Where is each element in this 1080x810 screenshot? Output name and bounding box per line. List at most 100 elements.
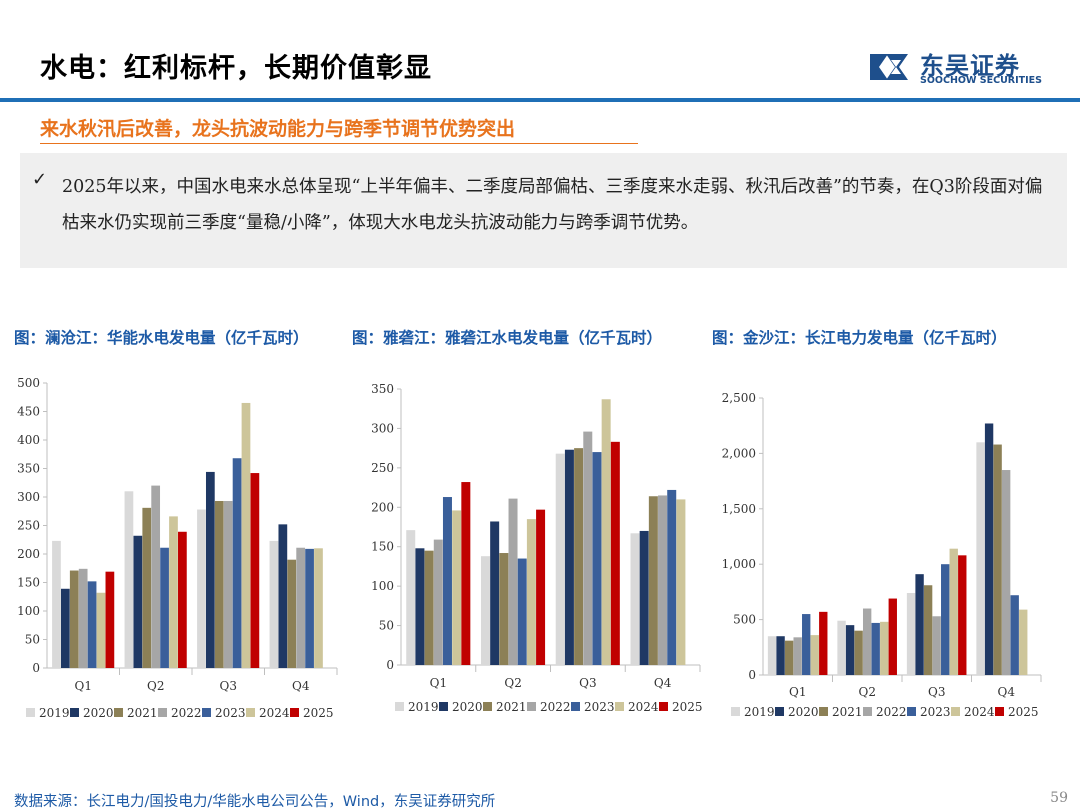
jinsha-y-tick-label: 1,000 <box>722 557 756 571</box>
lancang-y-tick-label: 250 <box>17 519 40 533</box>
yalong-legend-swatch-2022 <box>527 702 536 711</box>
summary-text: 2025年以来，中国水电来水总体呈现“上半年偏丰、二季度局部偏枯、三季度来水走弱… <box>62 177 1043 233</box>
lancang-bar-2021-Q4 <box>287 559 297 668</box>
yalong-bar-2024-Q1 <box>452 510 462 665</box>
yalong-y-tick-label: 300 <box>371 421 394 435</box>
yalong-legend-swatch-2021 <box>483 702 492 711</box>
lancang-y-tick-label: 0 <box>32 661 40 675</box>
jinsha-bar-2024-Q2 <box>880 621 889 675</box>
jinsha-bar-2023-Q3 <box>941 564 950 675</box>
yalong-y-tick-label: 200 <box>371 500 394 514</box>
jinsha-legend-swatch-2025 <box>995 707 1004 716</box>
section-subtitle: 来水秋汛后改善，龙头抗波动能力与跨季节调节优势突出 <box>40 118 516 140</box>
lancang-bar-2023-Q1 <box>87 581 97 668</box>
jinsha-bar-2025-Q2 <box>888 598 897 675</box>
lancang-bar-2025-Q3 <box>250 473 260 668</box>
lancang-legend-label-2019: 2019 <box>39 706 70 720</box>
jinsha-bar-2019-Q2 <box>837 620 846 675</box>
lancang-bar-2019-Q4 <box>269 540 279 668</box>
yalong-bar-2023-Q3 <box>592 452 602 665</box>
chart-caption-jinsha: 图：金沙江：长江电力发电量（亿千瓦时） <box>712 329 1007 347</box>
jinsha-bar-2021-Q1 <box>784 640 794 675</box>
lancang-bar-2025-Q1 <box>105 571 115 668</box>
lancang-legend-label-2021: 2021 <box>127 706 158 720</box>
lancang-bar-2023-Q3 <box>232 458 242 668</box>
lancang-bar-2019-Q3 <box>197 509 206 668</box>
yalong-bar-2020-Q2 <box>490 521 500 665</box>
lancang-legend-swatch-2021 <box>114 708 123 717</box>
yalong-bar-2019-Q4 <box>630 533 640 665</box>
yalong-bar-2024-Q3 <box>601 399 611 665</box>
jinsha-bar-2021-Q2 <box>854 630 863 675</box>
summary-box: ✓ 2025年以来，中国水电来水总体呈现“上半年偏丰、二季度局部偏枯、三季度来水… <box>20 153 1067 268</box>
lancang-bar-2024-Q4 <box>314 548 323 668</box>
yalong-legend-label-2024: 2024 <box>628 700 659 714</box>
lancang-x-tick-label: Q3 <box>220 679 237 693</box>
lancang-bar-2020-Q3 <box>205 471 215 668</box>
lancang-bar-2021-Q2 <box>142 507 152 668</box>
page-number: 59 <box>1050 790 1068 806</box>
jinsha-legend-swatch-2019 <box>731 707 740 716</box>
jinsha-legend-swatch-2020 <box>775 707 784 716</box>
lancang-y-tick-label: 100 <box>17 604 40 618</box>
yalong-y-tick-label: 150 <box>371 540 394 554</box>
lancang-legend-label-2024: 2024 <box>259 706 290 720</box>
soochow-logo-icon <box>870 54 908 80</box>
yalong-x-tick-label: Q1 <box>430 676 447 690</box>
jinsha-legend-swatch-2022 <box>863 707 872 716</box>
yalong-legend-swatch-2020 <box>439 702 448 711</box>
yalong-y-tick-label: 350 <box>371 382 394 396</box>
jinsha-legend-label-2023: 2023 <box>920 705 951 719</box>
yalong-bar-2023-Q4 <box>667 489 677 665</box>
yalong-y-tick-label: 0 <box>386 658 394 672</box>
jinsha-bar-2019-Q3 <box>906 593 916 675</box>
lancang-legend-label-2022: 2022 <box>171 706 202 720</box>
lancang-legend-swatch-2020 <box>70 708 79 717</box>
lancang-legend-label-2025: 2025 <box>303 706 334 720</box>
yalong-legend-swatch-2023 <box>571 702 580 711</box>
jinsha-bar-2023-Q1 <box>802 614 811 675</box>
jinsha-legend-swatch-2024 <box>951 707 960 716</box>
yalong-bar-2022-Q4 <box>658 495 668 665</box>
lancang-y-tick-label: 350 <box>17 462 40 476</box>
yalong-legend-label-2020: 2020 <box>452 700 483 714</box>
jinsha-bar-2025-Q3 <box>958 555 967 675</box>
yalong-legend-swatch-2019 <box>395 702 404 711</box>
yalong-legend-swatch-2024 <box>615 702 624 711</box>
lancang-bar-2024-Q1 <box>96 592 106 668</box>
lancang-bar-2020-Q1 <box>60 588 70 668</box>
jinsha-legend-label-2024: 2024 <box>964 705 995 719</box>
jinsha-legend-swatch-2023 <box>907 707 916 716</box>
jinsha-y-tick-label: 1,500 <box>722 502 756 516</box>
yalong-bar-2019-Q2 <box>480 556 490 665</box>
yalong-y-tick-label: 100 <box>371 579 394 593</box>
chart-caption-lancang: 图：澜沧江：华能水电发电量（亿千瓦时） <box>14 329 309 347</box>
lancang-y-tick-label: 300 <box>17 490 40 504</box>
jinsha-bar-2019-Q4 <box>976 442 985 675</box>
jinsha-bar-2024-Q4 <box>1019 609 1028 675</box>
jinsha-bar-2020-Q2 <box>845 625 855 675</box>
lancang-bar-2022-Q3 <box>223 500 233 668</box>
yalong-bar-2019-Q1 <box>406 530 416 665</box>
jinsha-bar-2022-Q1 <box>793 637 802 675</box>
lancang-bar-2025-Q2 <box>178 531 187 668</box>
subtitle-underline <box>40 143 638 144</box>
lancang-legend-swatch-2024 <box>246 708 255 717</box>
page-title: 水电：红利标杆，长期价值彰显 <box>40 53 432 84</box>
jinsha-bar-2025-Q1 <box>819 611 828 675</box>
lancang-legend-label-2023: 2023 <box>215 706 246 720</box>
yalong-y-tick-label: 250 <box>371 461 394 475</box>
jinsha-legend-label-2025: 2025 <box>1008 705 1039 719</box>
yalong-legend-swatch-2025 <box>659 702 668 711</box>
lancang-bar-2019-Q1 <box>52 540 61 668</box>
jinsha-bar-2024-Q1 <box>810 635 819 675</box>
lancang-y-tick-label: 400 <box>17 433 40 447</box>
jinsha-bar-2024-Q3 <box>949 548 958 675</box>
jinsha-x-tick-label: Q1 <box>789 685 806 699</box>
lancang-y-tick-label: 50 <box>25 633 40 647</box>
lancang-bar-2024-Q2 <box>169 516 178 668</box>
yalong-bar-2025-Q1 <box>461 482 471 665</box>
yalong-bar-2020-Q1 <box>415 548 425 665</box>
lancang-legend-swatch-2022 <box>158 708 167 717</box>
jinsha-y-tick-label: 0 <box>748 668 756 682</box>
